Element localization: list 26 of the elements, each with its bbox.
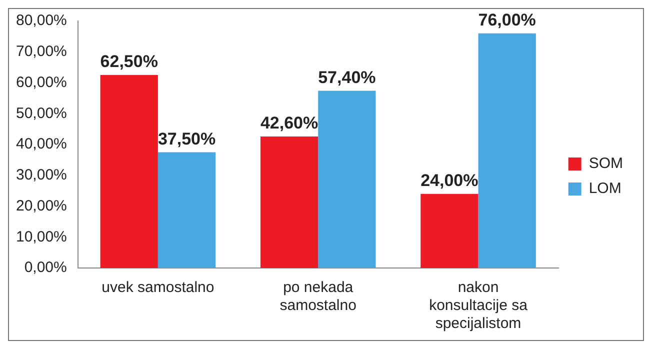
- y-tick-label: 0,00%: [24, 259, 67, 276]
- y-tick-label: 10,00%: [16, 228, 67, 246]
- y-tick-label: 40,00%: [16, 136, 67, 153]
- y-tick-label: 30,00%: [16, 166, 67, 184]
- bar: [318, 90, 376, 268]
- bar: [100, 75, 158, 268]
- x-tick-label: nakon konsultacije sa specijalistom: [429, 279, 528, 332]
- y-tick-label: 70,00%: [16, 43, 67, 60]
- data-label: 76,00%: [478, 10, 536, 30]
- data-label: 62,50%: [100, 52, 158, 72]
- data-label: 42,60%: [260, 114, 318, 133]
- x-tick-label: po nekada samostalno: [280, 279, 356, 314]
- data-label: 57,40%: [318, 68, 376, 87]
- bar: [478, 33, 536, 268]
- y-tick-label: 50,00%: [16, 104, 67, 122]
- y-tick-label: 80,00%: [16, 12, 67, 30]
- data-label: 37,50%: [158, 129, 216, 148]
- bar: [158, 152, 216, 268]
- bar: [260, 136, 318, 268]
- legend-label: LOM: [588, 180, 622, 198]
- y-tick-label: 60,00%: [16, 74, 67, 91]
- legend-label: SOM: [588, 155, 624, 172]
- bar: [420, 194, 478, 268]
- x-tick-label: uvek samostalno: [102, 279, 214, 296]
- y-tick-label: 20,00%: [16, 197, 67, 214]
- data-label: 24,00%: [420, 171, 478, 190]
